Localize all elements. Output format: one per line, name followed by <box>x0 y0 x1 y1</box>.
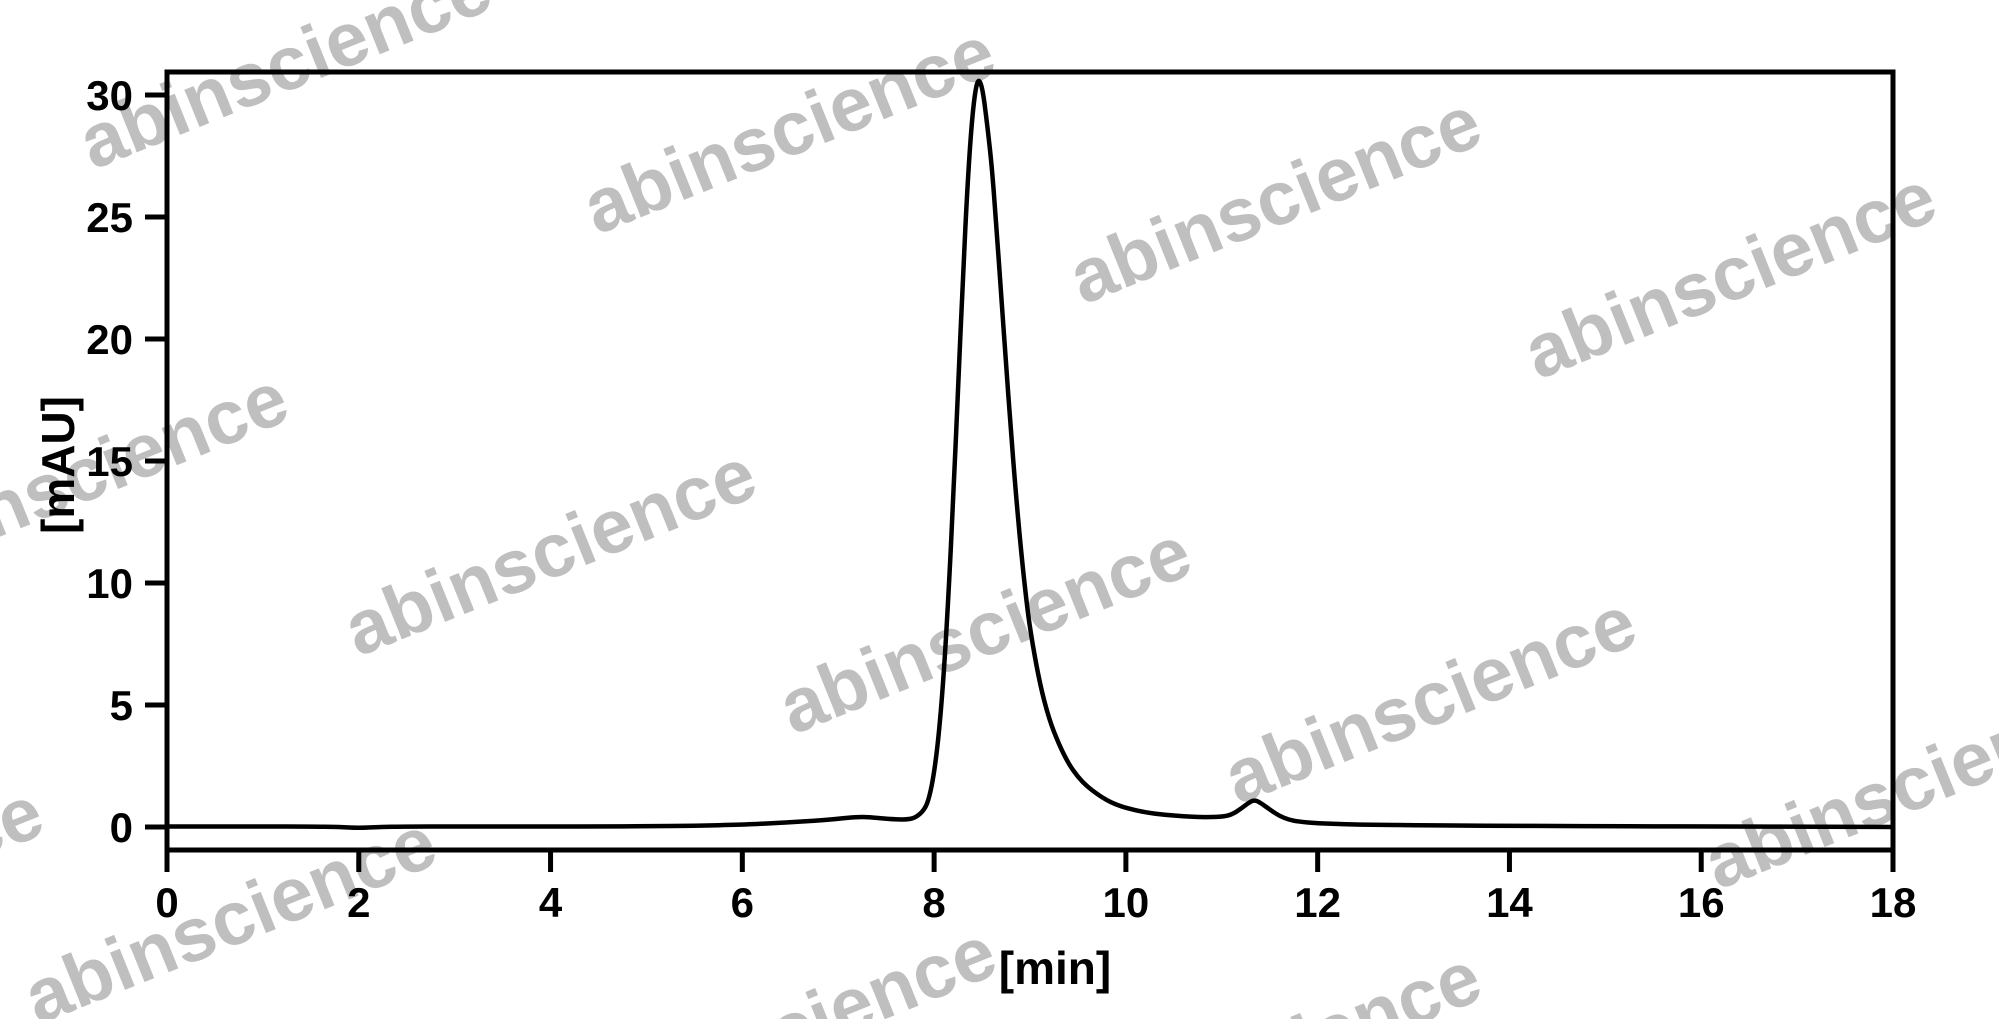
x-tick-label: 12 <box>1294 879 1341 926</box>
signal-curve <box>164 78 1896 830</box>
y-tick-label: 20 <box>86 316 133 363</box>
x-tick-label: 16 <box>1678 879 1725 926</box>
x-axis-title: [min] <box>998 942 1112 994</box>
y-tick-label: 0 <box>110 804 133 851</box>
x-tick-label: 2 <box>347 879 370 926</box>
y-tick-label: 15 <box>86 438 133 485</box>
x-tick-label: 10 <box>1103 879 1150 926</box>
x-tick-label: 0 <box>155 879 178 926</box>
y-tick-label: 30 <box>86 72 133 119</box>
x-tick-label: 8 <box>922 879 945 926</box>
x-tick-label: 18 <box>1870 879 1917 926</box>
y-axis-title: [mAU] <box>32 396 84 534</box>
plot-frame <box>164 69 1896 853</box>
x-tick-label: 6 <box>731 879 754 926</box>
y-tick-label: 10 <box>86 560 133 607</box>
y-tick-label: 25 <box>86 194 133 241</box>
x-tick-label: 14 <box>1486 879 1533 926</box>
y-tick-label: 5 <box>110 682 133 729</box>
x-tick-label: 4 <box>539 879 563 926</box>
